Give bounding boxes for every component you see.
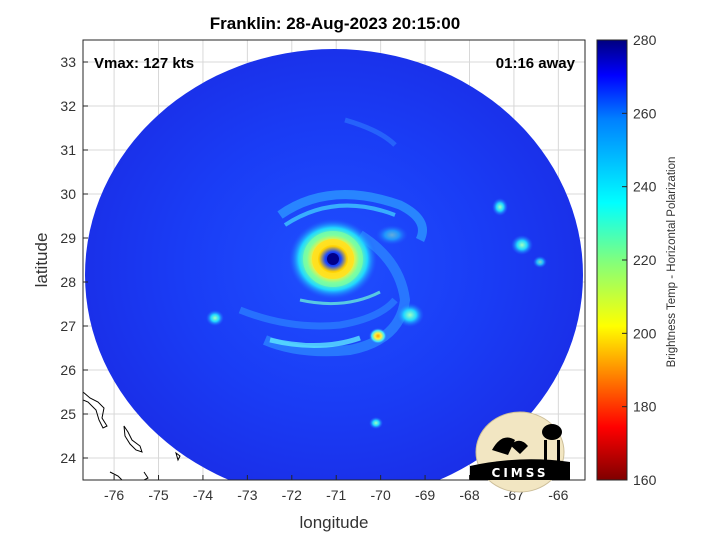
colorbar-label: Brightness Temp - Horizontal Polarizatio… [666,157,678,368]
x-tick-label: -73 [237,487,257,503]
y-tick-label: 25 [60,406,76,422]
x-tick-label: -66 [548,487,568,503]
colorbar: 280 260 240 220 200 180 160 Brightness Temp - … [596,32,678,488]
plot-title: Franklin: 28-Aug-2023 20:15:00 [210,14,460,33]
logo-text: CIMSS [492,466,549,480]
y-tick-label: 27 [60,318,76,334]
plot-frame [82,39,586,481]
x-tick-label: -71 [326,487,346,503]
x-tick-label: -70 [371,487,391,503]
colorbar-tick-label: 160 [633,472,657,488]
time-away-label: 01:16 away [496,55,576,72]
y-tick-label: 29 [60,230,76,246]
y-tick-label: 31 [60,142,76,158]
y-tick-label: 33 [60,54,76,70]
y-axis-label: latitude [32,233,51,288]
y-tick-label: 26 [60,362,76,378]
x-tick-label: -68 [459,487,479,503]
y-tick-label: 32 [60,98,76,114]
y-tick-label: 28 [60,274,76,290]
colorbar-tick-label: 240 [633,179,657,195]
x-tick-label: -72 [282,487,302,503]
cimss-logo: CIMSS [470,411,570,493]
x-axis-label: longitude [299,513,368,532]
x-tick-label: -74 [193,487,213,503]
colorbar-tick-label: 280 [633,32,657,48]
y-axis: 24 25 26 27 28 29 30 31 32 33 [60,54,88,466]
y-tick-label: 30 [60,186,76,202]
colorbar-tick-label: 220 [633,252,657,268]
coastline-outlines [83,391,181,480]
y-tick-label: 24 [60,450,76,466]
satellite-swath [83,49,583,480]
x-tick-label: -69 [415,487,435,503]
colorbar-tick-label: 200 [633,325,657,341]
colorbar-tick-label: 180 [633,399,657,415]
vmax-label: Vmax: 127 kts [94,55,194,72]
x-tick-label: -75 [148,487,168,503]
x-tick-label: -76 [104,487,124,503]
colorbar-tick-label: 260 [633,105,657,121]
